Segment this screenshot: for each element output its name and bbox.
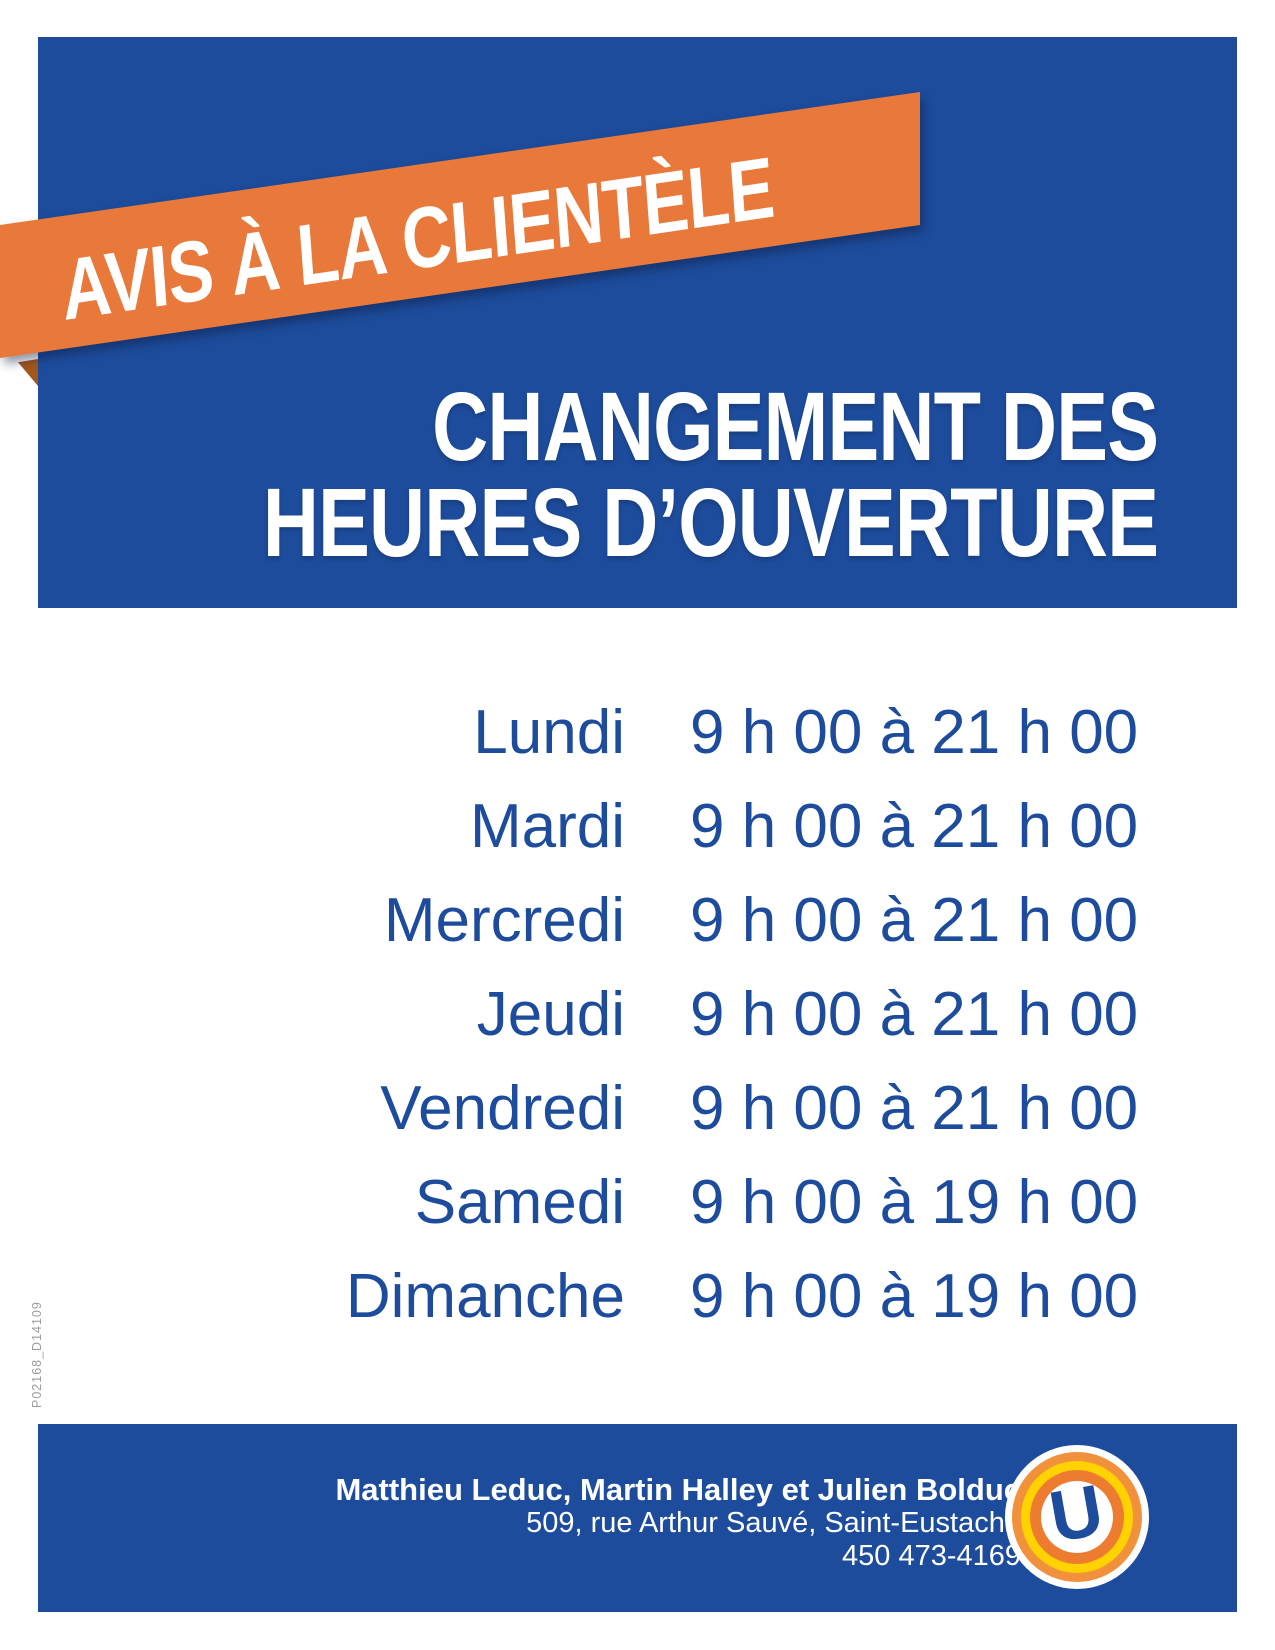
title-line-2: HEURES D’OUVERTURE: [262, 468, 1159, 577]
logo-ring-orange-inner: U: [1030, 1470, 1124, 1564]
schedule-row: Vendredi 9 h 00 à 21 h 00: [0, 1074, 1275, 1144]
schedule-day: Samedi: [414, 1168, 625, 1237]
schedule-row: Jeudi 9 h 00 à 21 h 00: [0, 980, 1275, 1050]
footer-bar: Matthieu Leduc, Martin Halley et Julien …: [38, 1424, 1237, 1612]
footer-contact-block: Matthieu Leduc, Martin Halley et Julien …: [335, 1473, 1021, 1573]
print-code: P02168_D14109: [30, 1301, 44, 1408]
schedule-day: Mardi: [469, 792, 625, 861]
phone-number: 450 473-4169: [842, 1540, 1021, 1572]
logo-disc: U: [1041, 1470, 1113, 1558]
schedule-row: Mercredi 9 h 00 à 21 h 00: [0, 886, 1275, 956]
pharmacist-names: Matthieu Leduc, Martin Halley et Julien …: [335, 1472, 1021, 1507]
schedule-hours: 9 h 00 à 21 h 00: [690, 1074, 1139, 1143]
schedule-row: Lundi 9 h 00 à 21 h 00: [0, 698, 1275, 768]
schedule-day: Dimanche: [345, 1262, 625, 1331]
schedule-hours: 9 h 00 à 21 h 00: [690, 698, 1139, 767]
schedule-day: Lundi: [473, 698, 625, 767]
schedule-hours: 9 h 00 à 21 h 00: [690, 886, 1139, 955]
schedule-hours: 9 h 00 à 19 h 00: [690, 1168, 1139, 1237]
uniprix-logo: U: [1005, 1445, 1149, 1589]
header-panel: CHANGEMENT DES HEURES D’OUVERTURE: [38, 37, 1237, 608]
ribbon-fold: [18, 359, 38, 386]
schedule-row: Mardi 9 h 00 à 21 h 00: [0, 792, 1275, 862]
schedule-hours: 9 h 00 à 21 h 00: [690, 792, 1139, 861]
page-title: CHANGEMENT DES HEURES D’OUVERTURE: [39, 372, 1159, 577]
logo-letter-u: U: [1043, 1470, 1110, 1558]
schedule-row: Dimanche 9 h 00 à 19 h 00: [0, 1262, 1275, 1332]
logo-ring-yellow: U: [1021, 1461, 1133, 1573]
schedule-day: Jeudi: [476, 980, 625, 1049]
title-line-1: CHANGEMENT DES: [431, 372, 1159, 481]
logo-ring-orange-outer: U: [1012, 1452, 1142, 1582]
schedule-row: Samedi 9 h 00 à 19 h 00: [0, 1168, 1275, 1238]
schedule-hours: 9 h 00 à 19 h 00: [690, 1262, 1139, 1331]
schedule-day: Mercredi: [383, 886, 625, 955]
schedule-day: Vendredi: [380, 1074, 625, 1143]
schedule-hours: 9 h 00 à 21 h 00: [690, 980, 1139, 1049]
street-address: 509, rue Arthur Sauvé, Saint-Eustache: [526, 1507, 1021, 1539]
